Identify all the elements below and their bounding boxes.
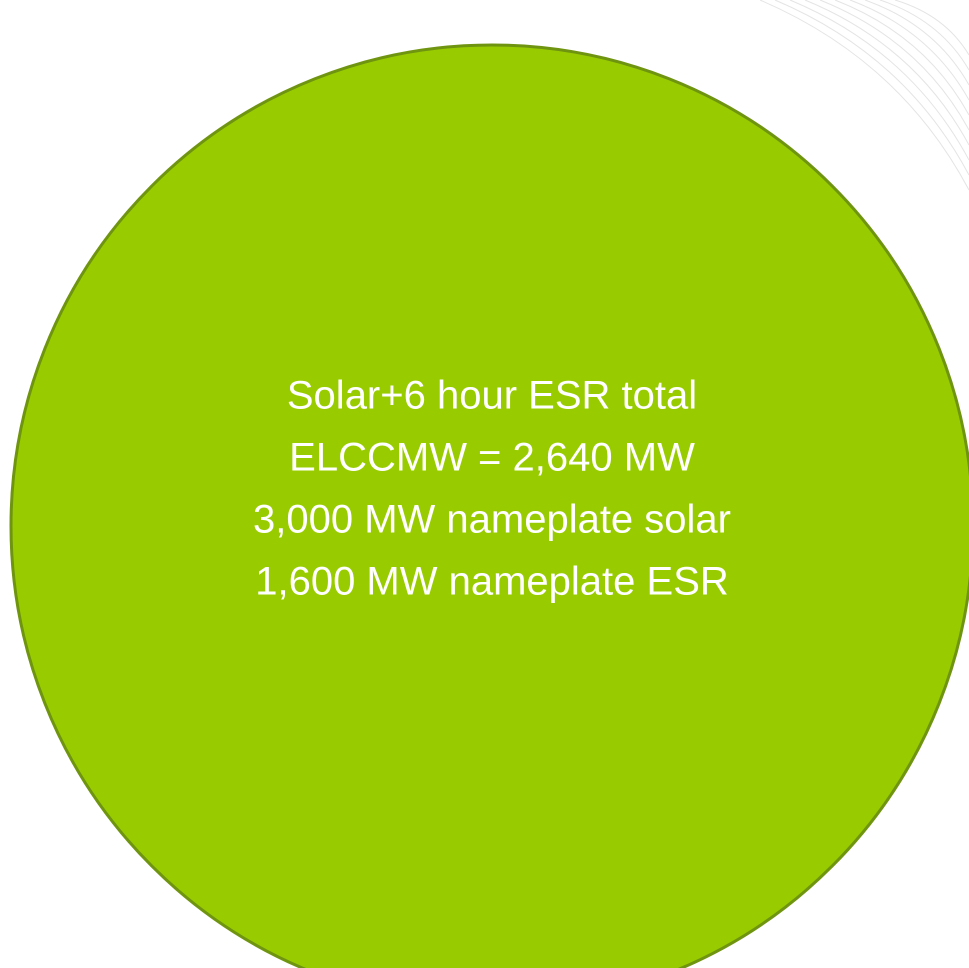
green-circle — [9, 43, 969, 968]
text-line: 1,600 MW nameplate ESR — [255, 560, 729, 604]
background-arcs — [759, 0, 969, 191]
arc — [894, 0, 969, 56]
arc — [804, 0, 969, 146]
circle-text: Solar+6 hour ESR total ELCCMW = 2,640 MW… — [253, 374, 731, 604]
arc — [819, 0, 969, 131]
text-line: Solar+6 hour ESR total — [287, 374, 697, 418]
arc — [774, 0, 969, 176]
arc — [789, 0, 969, 161]
arc — [759, 0, 969, 191]
arc — [834, 0, 969, 116]
text-line: 3,000 MW nameplate solar — [253, 498, 731, 542]
text-line: ELCCMW = 2,640 MW — [289, 436, 695, 480]
arc — [849, 0, 969, 101]
arc — [864, 0, 969, 86]
arc — [879, 0, 969, 71]
